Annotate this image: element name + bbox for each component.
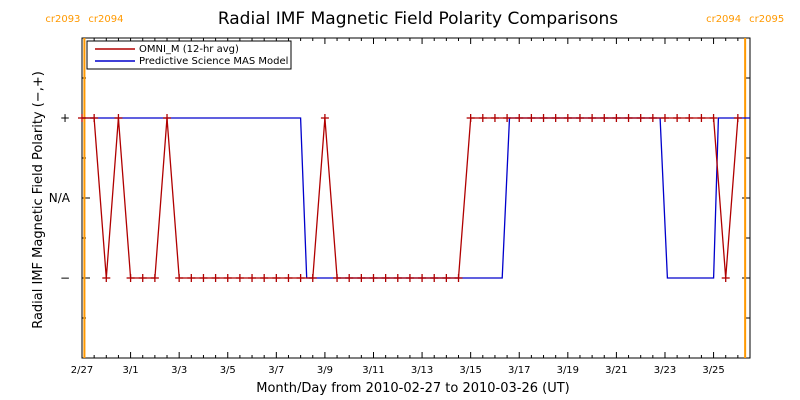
x-tick-label: 3/21 <box>605 365 627 376</box>
legend-label-omni: OMNI_M (12-hr avg) <box>139 44 239 55</box>
y-tick-label: − <box>60 271 70 285</box>
legend: OMNI_M (12-hr avg) Predictive Science MA… <box>86 40 292 70</box>
y-axis: − N/A + <box>49 37 750 359</box>
legend-box <box>86 40 292 70</box>
chart-title: Radial IMF Magnetic Field Polarity Compa… <box>218 9 618 29</box>
carrington-label-right: cr2094 <box>88 14 123 25</box>
x-tick-label: 3/13 <box>411 365 433 376</box>
legend-label-mas: Predictive Science MAS Model <box>139 56 288 67</box>
x-tick-label: 3/19 <box>557 365 579 376</box>
x-axis-label: Month/Day from 2010-02-27 to 2010-03-26 … <box>256 381 569 396</box>
y-tick-label: + <box>60 111 70 125</box>
x-axis: 2/27 3/1 3/3 3/5 3/7 3/9 3/11 3/13 3/15 3/17 3/19 3… <box>71 38 751 376</box>
y-axis-label: Radial IMF Magnetic Field Polarity (−,+) <box>31 71 46 329</box>
carrington-label-right: cr2095 <box>749 14 784 25</box>
x-tick-label: 3/1 <box>123 365 139 376</box>
x-tick-label: 3/3 <box>171 365 187 376</box>
carrington-labels: cr2093 cr2094 cr2094 cr2095 <box>45 14 784 25</box>
carrington-boundaries <box>83 38 747 358</box>
x-tick-label: 3/11 <box>362 365 384 376</box>
series-layer <box>78 114 750 282</box>
x-tick-label: 2/27 <box>71 365 93 376</box>
x-tick-label: 3/5 <box>220 365 236 376</box>
x-tick-label: 3/7 <box>268 365 284 376</box>
x-tick-label: 3/23 <box>654 365 676 376</box>
carrington-label-left: cr2094 <box>706 14 741 25</box>
x-tick-label: 3/15 <box>459 365 481 376</box>
x-tick-label: 3/25 <box>702 365 724 376</box>
x-tick-label: 3/9 <box>317 365 333 376</box>
x-tick-label: 3/17 <box>508 365 530 376</box>
carrington-label-left: cr2093 <box>45 14 80 25</box>
y-tick-label: N/A <box>49 191 71 205</box>
